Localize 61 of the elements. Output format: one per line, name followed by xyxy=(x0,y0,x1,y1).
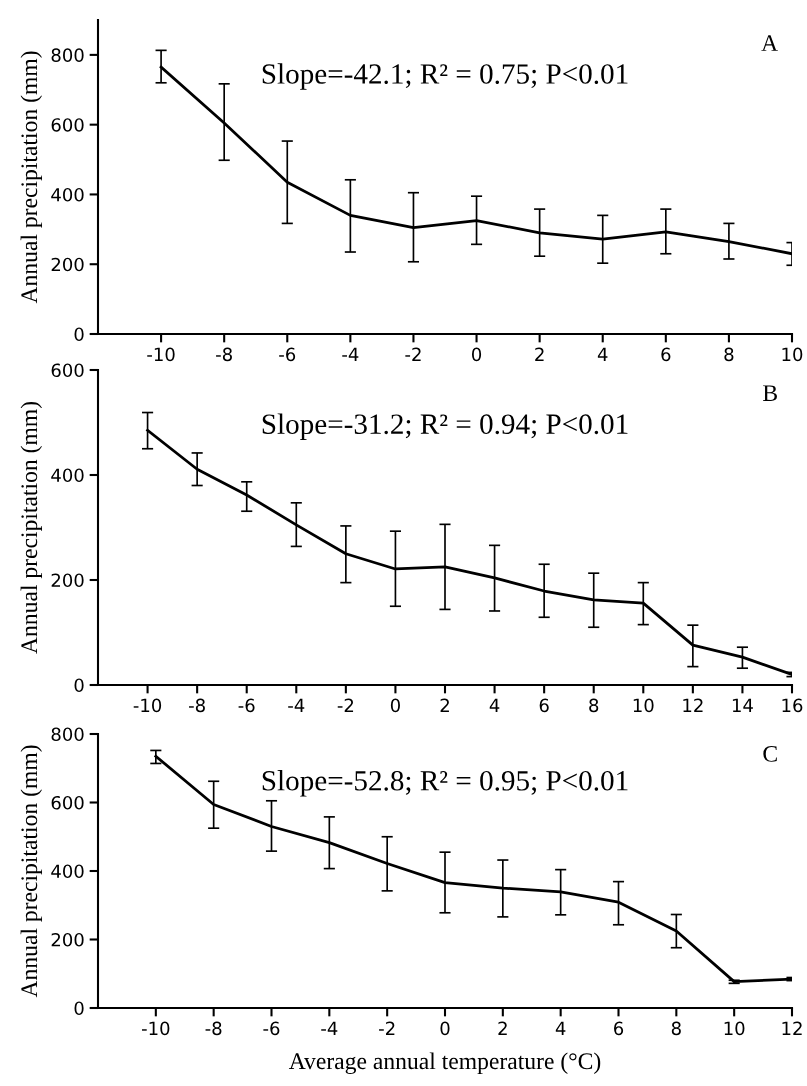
x-tick-label: 6 xyxy=(539,698,549,713)
y-tick-label: 0 xyxy=(74,678,84,693)
x-tick-label: 4 xyxy=(597,347,608,361)
x-tick-label: 12 xyxy=(782,1021,802,1035)
x-tick-label: 4 xyxy=(555,1021,566,1035)
annotation: A xyxy=(761,35,778,51)
y-tick-label: 800 xyxy=(51,727,84,742)
x-tick-label: 0 xyxy=(440,1021,450,1036)
x-tick-label: 10 xyxy=(633,698,654,713)
x-tick-label: 6 xyxy=(614,1021,624,1036)
y-tick-label: 200 xyxy=(51,932,84,947)
x-tick-label: 8 xyxy=(724,347,734,362)
y-axis-title: Annual precipitation (mm) xyxy=(20,51,43,304)
x-tick-label: -8 xyxy=(216,347,232,362)
y-tick-label: 600 xyxy=(51,118,84,132)
x-tick-label: 14 xyxy=(732,698,753,712)
x-tick-label: -8 xyxy=(205,1021,222,1036)
annotation: C xyxy=(763,745,777,762)
x-tick-label: 16 xyxy=(782,698,803,713)
y-tick-label: 200 xyxy=(51,573,84,588)
y-tick-label: 800 xyxy=(51,48,84,63)
y-tick-label: 400 xyxy=(51,864,84,879)
y-tick-label: 600 xyxy=(51,363,84,378)
annotation: Slope=-52.8; R² = 0.95; P<0.01 xyxy=(262,770,628,797)
annotation: Slope=-42.1; R² = 0.75; P<0.01 xyxy=(262,63,628,90)
x-tick-label: 2 xyxy=(535,347,544,361)
y-tick-label: 0 xyxy=(74,1001,84,1016)
x-tick-label: 6 xyxy=(661,347,671,362)
x-tick-label: -2 xyxy=(405,347,421,361)
y-tick-label: 400 xyxy=(51,187,84,202)
x-tick-label: -6 xyxy=(238,698,255,713)
x-tick-label: -8 xyxy=(189,698,205,713)
x-tick-label: -2 xyxy=(337,698,354,712)
y-tick-label: 0 xyxy=(74,327,84,342)
x-axis-title: Average annual temperature (°C) xyxy=(288,1052,601,1075)
x-tick-label: 2 xyxy=(440,698,449,712)
y-axis-title: Annual precipitation (mm) xyxy=(20,745,43,998)
x-tick-label: 4 xyxy=(489,698,500,712)
x-tick-label: 8 xyxy=(589,698,599,713)
annotation: Slope=-31.2; R² = 0.94; P<0.01 xyxy=(262,413,628,440)
x-tick-label: -4 xyxy=(342,347,359,361)
x-tick-label: -4 xyxy=(321,1021,338,1035)
x-tick-label: -4 xyxy=(288,698,305,712)
x-tick-label: -10 xyxy=(147,347,175,362)
x-tick-label: 10 xyxy=(782,347,803,362)
y-axis-title: Annual precipitation (mm) xyxy=(20,401,43,654)
x-tick-label: 0 xyxy=(390,698,400,713)
y-tick-label: 600 xyxy=(51,795,84,810)
x-tick-label: -6 xyxy=(279,347,296,362)
x-tick-label: 8 xyxy=(671,1021,681,1036)
x-tick-label: -2 xyxy=(379,1021,395,1035)
x-tick-label: 12 xyxy=(683,698,703,712)
y-tick-label: 200 xyxy=(51,257,84,272)
y-tick-label: 400 xyxy=(51,468,84,483)
x-tick-label: -10 xyxy=(141,1021,170,1036)
x-tick-label: 10 xyxy=(724,1021,745,1036)
x-tick-label: -6 xyxy=(263,1021,280,1036)
x-tick-label: 0 xyxy=(471,347,482,362)
annotation: B xyxy=(763,385,777,401)
x-tick-label: -10 xyxy=(133,698,162,713)
x-tick-label: 2 xyxy=(498,1021,507,1035)
